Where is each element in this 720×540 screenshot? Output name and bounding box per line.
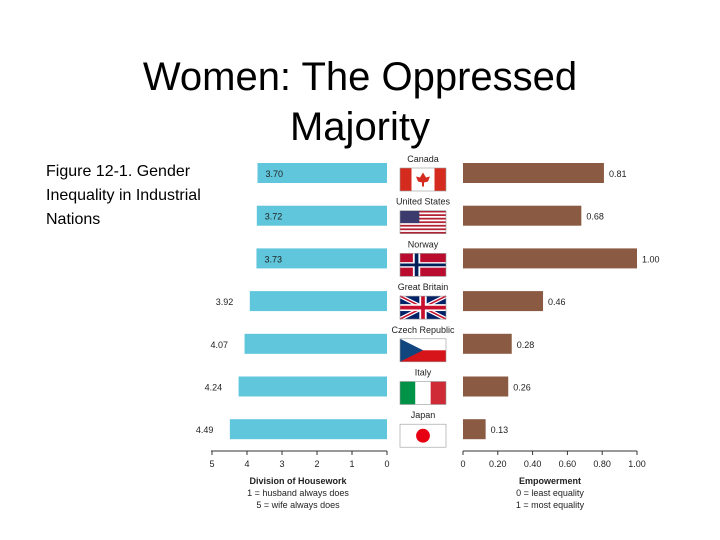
empowerment-value-label: 0.26 xyxy=(513,383,531,393)
country-label: Canada xyxy=(407,154,439,164)
housework-tick-label: 5 xyxy=(209,459,214,469)
housework-tick-label: 1 xyxy=(349,459,354,469)
empowerment-tick-label: 0.40 xyxy=(524,459,542,469)
country-label: Italy xyxy=(415,368,432,378)
canada-flag-icon xyxy=(399,167,447,192)
empowerment-axis-title: Empowerment xyxy=(519,476,581,486)
empowerment-value-label: 0.13 xyxy=(491,425,509,435)
country-label: Japan xyxy=(411,410,436,420)
empowerment-value-label: 0.81 xyxy=(609,169,627,179)
housework-tick-label: 2 xyxy=(314,459,319,469)
empowerment-tick-label: 0 xyxy=(460,459,465,469)
housework-value-label: 3.70 xyxy=(266,169,284,179)
empowerment-tick-label: 1.00 xyxy=(628,459,646,469)
empowerment-scale-note: 0 = least equality xyxy=(516,488,584,498)
housework-value-label: 3.72 xyxy=(265,212,283,222)
empowerment-value-label: 0.46 xyxy=(548,297,566,307)
empowerment-tick-label: 0.60 xyxy=(559,459,577,469)
united-states-flag-icon xyxy=(399,210,447,234)
housework-value-label: 4.49 xyxy=(196,425,214,435)
empowerment-scale-note: 1 = most equality xyxy=(516,500,585,510)
country-label: Great Britain xyxy=(398,282,449,292)
japan-flag-icon xyxy=(399,423,447,448)
housework-bar xyxy=(249,291,387,312)
housework-tick-label: 0 xyxy=(384,459,389,469)
empowerment-value-label: 0.28 xyxy=(517,340,535,350)
empowerment-value-label: 1.00 xyxy=(642,254,660,264)
slide-title: Women: The Oppressed Majority xyxy=(142,55,578,149)
empowerment-bar xyxy=(463,291,544,312)
housework-value-label: 3.73 xyxy=(264,254,282,264)
housework-bar xyxy=(229,419,387,440)
empowerment-bar xyxy=(463,333,512,354)
empowerment-bar xyxy=(463,163,604,183)
empowerment-tick-label: 0.80 xyxy=(593,459,611,469)
empowerment-tick-label: 0.20 xyxy=(489,459,507,469)
figure-caption: Figure 12-1. Gender Inequality in Indust… xyxy=(46,163,201,228)
housework-scale-note: 5 = wife always does xyxy=(256,500,340,510)
empowerment-bar xyxy=(463,248,637,269)
country-label: Norway xyxy=(408,239,439,249)
empowerment-bar xyxy=(463,419,486,440)
empowerment-value-label: 0.68 xyxy=(586,212,604,222)
housework-bar xyxy=(244,333,387,354)
housework-axis-title: Division of Housework xyxy=(249,476,347,486)
country-label: Czech Republic xyxy=(391,325,455,335)
empowerment-bar xyxy=(463,205,582,226)
norway-flag-icon xyxy=(399,253,447,277)
country-label: United States xyxy=(396,197,451,207)
housework-value-label: 4.24 xyxy=(205,383,223,393)
housework-tick-label: 4 xyxy=(244,459,249,469)
housework-bar xyxy=(256,205,387,226)
housework-bar xyxy=(238,376,387,397)
housework-tick-label: 3 xyxy=(279,459,284,469)
housework-bar xyxy=(256,248,387,269)
czech-republic-flag-icon xyxy=(399,338,447,363)
housework-scale-note: 1 = husband always does xyxy=(247,488,349,498)
great-britain-flag-icon xyxy=(399,294,447,321)
italy-flag-icon xyxy=(399,381,447,405)
housework-bar xyxy=(257,163,387,183)
housework-value-label: 4.07 xyxy=(211,340,229,350)
housework-value-label: 3.92 xyxy=(216,297,234,307)
empowerment-bar xyxy=(463,376,509,397)
